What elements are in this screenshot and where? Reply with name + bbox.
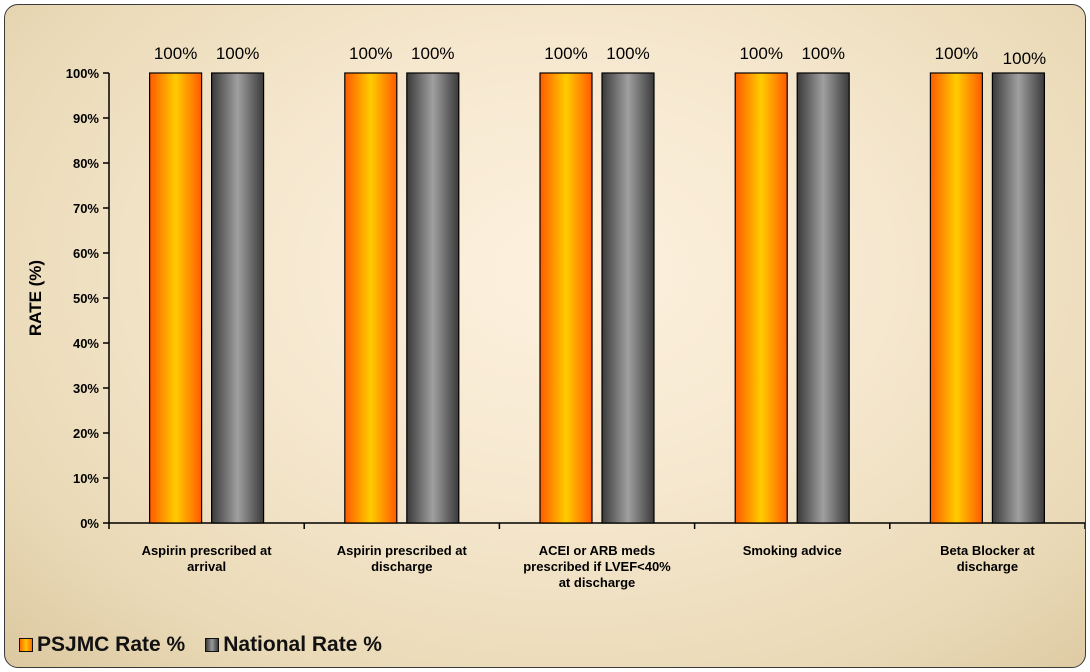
x-tick-label-line: Smoking advice bbox=[743, 543, 842, 558]
bar-national-1 bbox=[406, 72, 460, 524]
x-tick-label-line: discharge bbox=[371, 559, 432, 574]
x-tick-label-1: Aspirin prescribed at discharge bbox=[337, 543, 468, 574]
data-label-national-1: 100% bbox=[411, 44, 454, 63]
bar-chart: 0% 10% 20% 30% 40% 50% 60% 70% 80% 90% 100% RATE (%… bbox=[26, 44, 1085, 590]
x-tick-label-line: at discharge bbox=[559, 575, 636, 590]
legend-label-psjmc: PSJMC Rate % bbox=[37, 633, 186, 656]
data-label-national-2: 100% bbox=[606, 44, 649, 63]
bar-national-2 bbox=[601, 72, 655, 524]
bar-psjmc-1 bbox=[344, 72, 398, 524]
bar-psjmc-0 bbox=[149, 72, 203, 524]
bars bbox=[149, 72, 1046, 524]
data-label-psjmc-1: 100% bbox=[349, 44, 392, 63]
data-label-psjmc-4: 100% bbox=[935, 44, 978, 63]
bar-psjmc-4 bbox=[929, 72, 984, 524]
x-tick-label-line: Aspirin prescribed at bbox=[142, 543, 273, 558]
x-tick-label-line: discharge bbox=[957, 559, 1018, 574]
data-label-psjmc-3: 100% bbox=[739, 44, 782, 63]
legend-swatch-national bbox=[205, 638, 220, 652]
x-tick-label-line: ACEI or ARB meds bbox=[539, 543, 656, 558]
x-tick-label-line: Beta Blocker at bbox=[940, 543, 1035, 558]
legend-swatch-psjmc bbox=[19, 638, 33, 652]
chart-frame: 0% 10% 20% 30% 40% 50% 60% 70% 80% 90% 100% RATE (%… bbox=[4, 4, 1086, 668]
axes: 0% 10% 20% 30% 40% 50% 60% 70% 80% 90% 100% RATE (%… bbox=[26, 66, 1085, 531]
y-axis-title: RATE (%) bbox=[26, 260, 45, 336]
legend-label-national: National Rate % bbox=[223, 633, 382, 656]
labels: 100% 100%Aspirin prescribed at arrival100%… bbox=[142, 44, 1047, 590]
legend-item-psjmc: PSJMC Rate % bbox=[19, 633, 185, 657]
bar-national-0 bbox=[211, 72, 265, 524]
data-label-psjmc-2: 100% bbox=[544, 44, 587, 63]
x-tick-label-3: Smoking advice bbox=[743, 543, 842, 558]
data-label-psjmc-0: 100% bbox=[154, 44, 197, 63]
bar-psjmc-3 bbox=[734, 72, 788, 524]
data-label-national-3: 100% bbox=[801, 44, 844, 63]
y-tick-label: 50% bbox=[73, 291, 99, 306]
legend: PSJMC Rate % National Rate % bbox=[19, 633, 402, 657]
y-tick-label: 0% bbox=[80, 516, 99, 531]
data-label-national-0: 100% bbox=[216, 44, 259, 63]
y-tick-label: 60% bbox=[73, 246, 99, 261]
y-tick-label: 100% bbox=[66, 66, 100, 81]
x-tick-label-line: Aspirin prescribed at bbox=[337, 543, 468, 558]
y-tick-label: 70% bbox=[73, 201, 99, 216]
y-tick-label: 10% bbox=[73, 471, 99, 486]
y-tick-label: 80% bbox=[73, 156, 99, 171]
y-tick-label: 40% bbox=[73, 336, 99, 351]
x-tick-label-line: prescribed if LVEF<40% bbox=[523, 559, 671, 574]
data-label-national-4: 100% bbox=[1003, 49, 1046, 68]
bar-psjmc-2 bbox=[539, 72, 593, 524]
y-tick-label: 90% bbox=[73, 111, 99, 126]
x-tick-label-line: arrival bbox=[187, 559, 226, 574]
x-tick-label-4: Beta Blocker at discharge bbox=[940, 543, 1035, 574]
x-tick-label-2: ACEI or ARB meds prescribed if LVEF<40% at… bbox=[523, 543, 671, 590]
x-tick-label-0: Aspirin prescribed at arrival bbox=[142, 543, 273, 574]
y-tick-label: 30% bbox=[73, 381, 99, 396]
legend-item-national: National Rate % bbox=[205, 633, 382, 657]
y-tick-label: 20% bbox=[73, 426, 99, 441]
bar-national-3 bbox=[796, 72, 850, 524]
bar-national-4 bbox=[991, 72, 1046, 524]
